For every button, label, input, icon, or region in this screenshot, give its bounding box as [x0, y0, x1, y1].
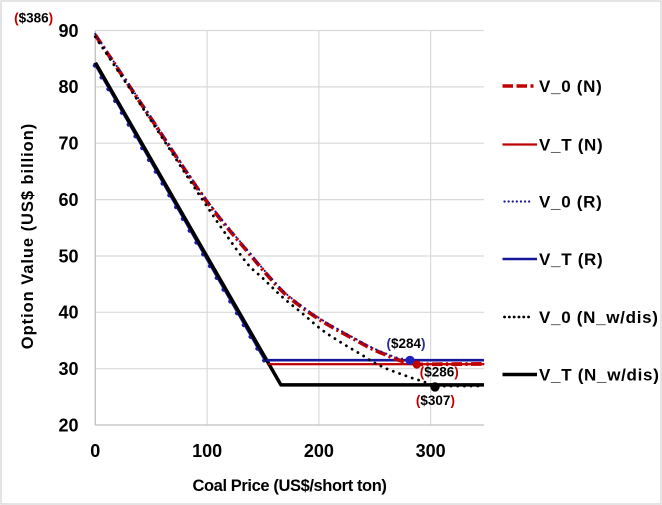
svg-text:90: 90: [58, 21, 78, 41]
svg-text:70: 70: [58, 134, 78, 154]
svg-text:40: 40: [58, 303, 78, 323]
svg-text:V_T (N): V_T (N): [539, 136, 603, 155]
svg-text:80: 80: [58, 77, 78, 97]
svg-text:20: 20: [58, 415, 78, 435]
svg-text:($286): ($286): [420, 364, 459, 379]
svg-text:60: 60: [58, 190, 78, 210]
svg-text:V_T (N_w/dis): V_T (N_w/dis): [539, 366, 660, 385]
svg-text:Option Value (US$ billion): Option Value (US$ billion): [19, 123, 37, 349]
svg-text:V_0 (N_w/dis): V_0 (N_w/dis): [539, 308, 659, 327]
svg-text:($307): ($307): [416, 393, 455, 408]
svg-text:100: 100: [192, 441, 222, 461]
svg-text:0: 0: [90, 441, 100, 461]
svg-text:V_0 (N): V_0 (N): [539, 77, 602, 96]
svg-text:V_0 (R): V_0 (R): [539, 193, 602, 212]
svg-text:50: 50: [58, 246, 78, 266]
svg-text:V_T (R): V_T (R): [539, 250, 603, 269]
svg-text:300: 300: [416, 441, 446, 461]
svg-text:200: 200: [304, 441, 334, 461]
svg-text:Coal Price (US$/short ton): Coal Price (US$/short ton): [192, 477, 386, 495]
svg-text:($386): ($386): [14, 11, 53, 26]
svg-text:30: 30: [58, 359, 78, 379]
svg-text:($284): ($284): [387, 336, 426, 351]
